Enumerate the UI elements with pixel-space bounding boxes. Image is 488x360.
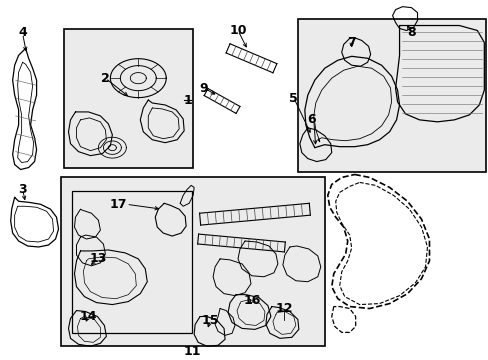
Text: 4: 4	[18, 26, 27, 39]
Text: 9: 9	[200, 82, 208, 95]
Text: 14: 14	[80, 310, 97, 323]
Text: 8: 8	[407, 26, 415, 39]
Text: 16: 16	[243, 294, 260, 307]
Text: 17: 17	[109, 198, 127, 211]
Text: 15: 15	[201, 314, 219, 327]
Bar	[72, 192, 192, 333]
Text: 7: 7	[346, 36, 355, 49]
Text: 1: 1	[183, 94, 192, 107]
Text: 2: 2	[101, 72, 109, 85]
Text: 10: 10	[229, 24, 246, 37]
Text: 3: 3	[18, 183, 27, 196]
Text: 13: 13	[89, 252, 107, 265]
Bar	[297, 19, 486, 171]
Text: 6: 6	[307, 113, 315, 126]
Text: 5: 5	[289, 91, 298, 104]
Text: 12: 12	[275, 302, 292, 315]
Text: 11: 11	[183, 345, 201, 358]
Bar	[61, 177, 324, 346]
Bar	[63, 28, 193, 167]
